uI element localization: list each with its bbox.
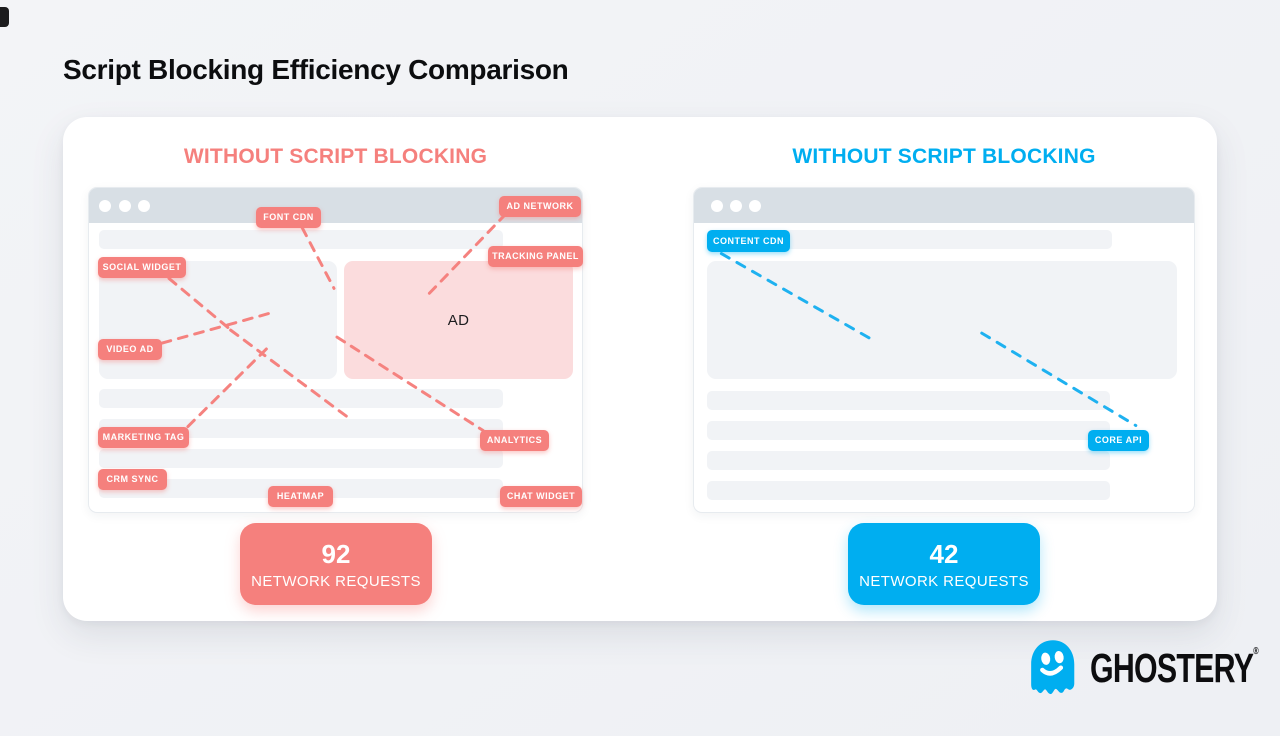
registered-trademark-icon: ® [1253, 645, 1259, 657]
placeholder-text-bar [707, 421, 1110, 440]
edge-artifact-mark [0, 7, 9, 27]
tracker-tag-heatmap: HEATMAP [268, 486, 333, 507]
tracker-tag-social-widget: SOCIAL WIDGET [98, 257, 186, 278]
panel-heading-with-blocking: WITHOUT SCRIPT BLOCKING [792, 145, 1096, 168]
window-control-dot-icon [730, 200, 742, 212]
ad-box-label: AD [447, 311, 470, 329]
ghostery-ghost-icon [1031, 640, 1075, 695]
request-count: 42 [929, 538, 959, 569]
request-count-caption: NETWORK REQUESTS [251, 572, 421, 590]
request-counter-blocked: 42 NETWORK REQUESTS [848, 523, 1040, 605]
placeholder-text-bar [707, 451, 1110, 470]
ghostery-wordmark: GHOSTERY® [1090, 644, 1259, 691]
tracker-tag-ad-network: AD NETWORK [499, 196, 581, 217]
allowed-tag-content-cdn: CONTENT CDN [707, 230, 790, 252]
tracker-tag-chat-widget: CHAT WIDGET [500, 486, 582, 507]
browser-mockup-unblocked: AD FONT CDN AD NETWORK TRACKING PANEL SO… [88, 187, 583, 513]
window-control-dot-icon [119, 200, 131, 212]
page-title: Script Blocking Efficiency Comparison [63, 54, 569, 85]
tracker-tag-tracking-panel: TRACKING PANEL [488, 246, 583, 267]
panel-heading-without-blocking: WITHOUT SCRIPT BLOCKING [183, 145, 488, 168]
request-count: 92 [321, 538, 351, 569]
comparison-card: WITHOUT SCRIPT BLOCKING WITHOUT SCRIPT B… [63, 117, 1217, 621]
placeholder-content-block [99, 261, 337, 379]
placeholder-navbar [99, 230, 503, 249]
placeholder-navbar [707, 230, 1112, 249]
tracker-tag-crm-sync: CRM SYNC [98, 469, 167, 490]
placeholder-text-bar [707, 391, 1110, 410]
placeholder-text-bar [707, 481, 1110, 500]
ad-content-box: AD [344, 261, 573, 379]
window-control-dot-icon [99, 200, 111, 212]
tracker-tag-font-cdn: FONT CDN [256, 207, 321, 228]
tracker-tag-video-ad: VIDEO AD [98, 339, 162, 360]
placeholder-text-bar [99, 449, 503, 468]
window-control-dot-icon [138, 200, 150, 212]
ghostery-logo: GHOSTERY® [1025, 638, 1280, 698]
tracker-tag-marketing-tag: MARKETING TAG [98, 427, 189, 448]
placeholder-content-block [707, 261, 1177, 379]
allowed-tag-core-api: CORE API [1088, 430, 1149, 451]
placeholder-text-bar [99, 389, 503, 408]
request-counter-unblocked: 92 NETWORK REQUESTS [240, 523, 432, 605]
browser-mockup-blocked: CONTENT CDN CORE API [693, 187, 1195, 513]
browser-chrome-bar [694, 188, 1194, 223]
window-control-dot-icon [749, 200, 761, 212]
tracker-tag-analytics: ANALYTICS [480, 430, 549, 451]
window-control-dot-icon [711, 200, 723, 212]
request-count-caption: NETWORK REQUESTS [859, 572, 1029, 590]
